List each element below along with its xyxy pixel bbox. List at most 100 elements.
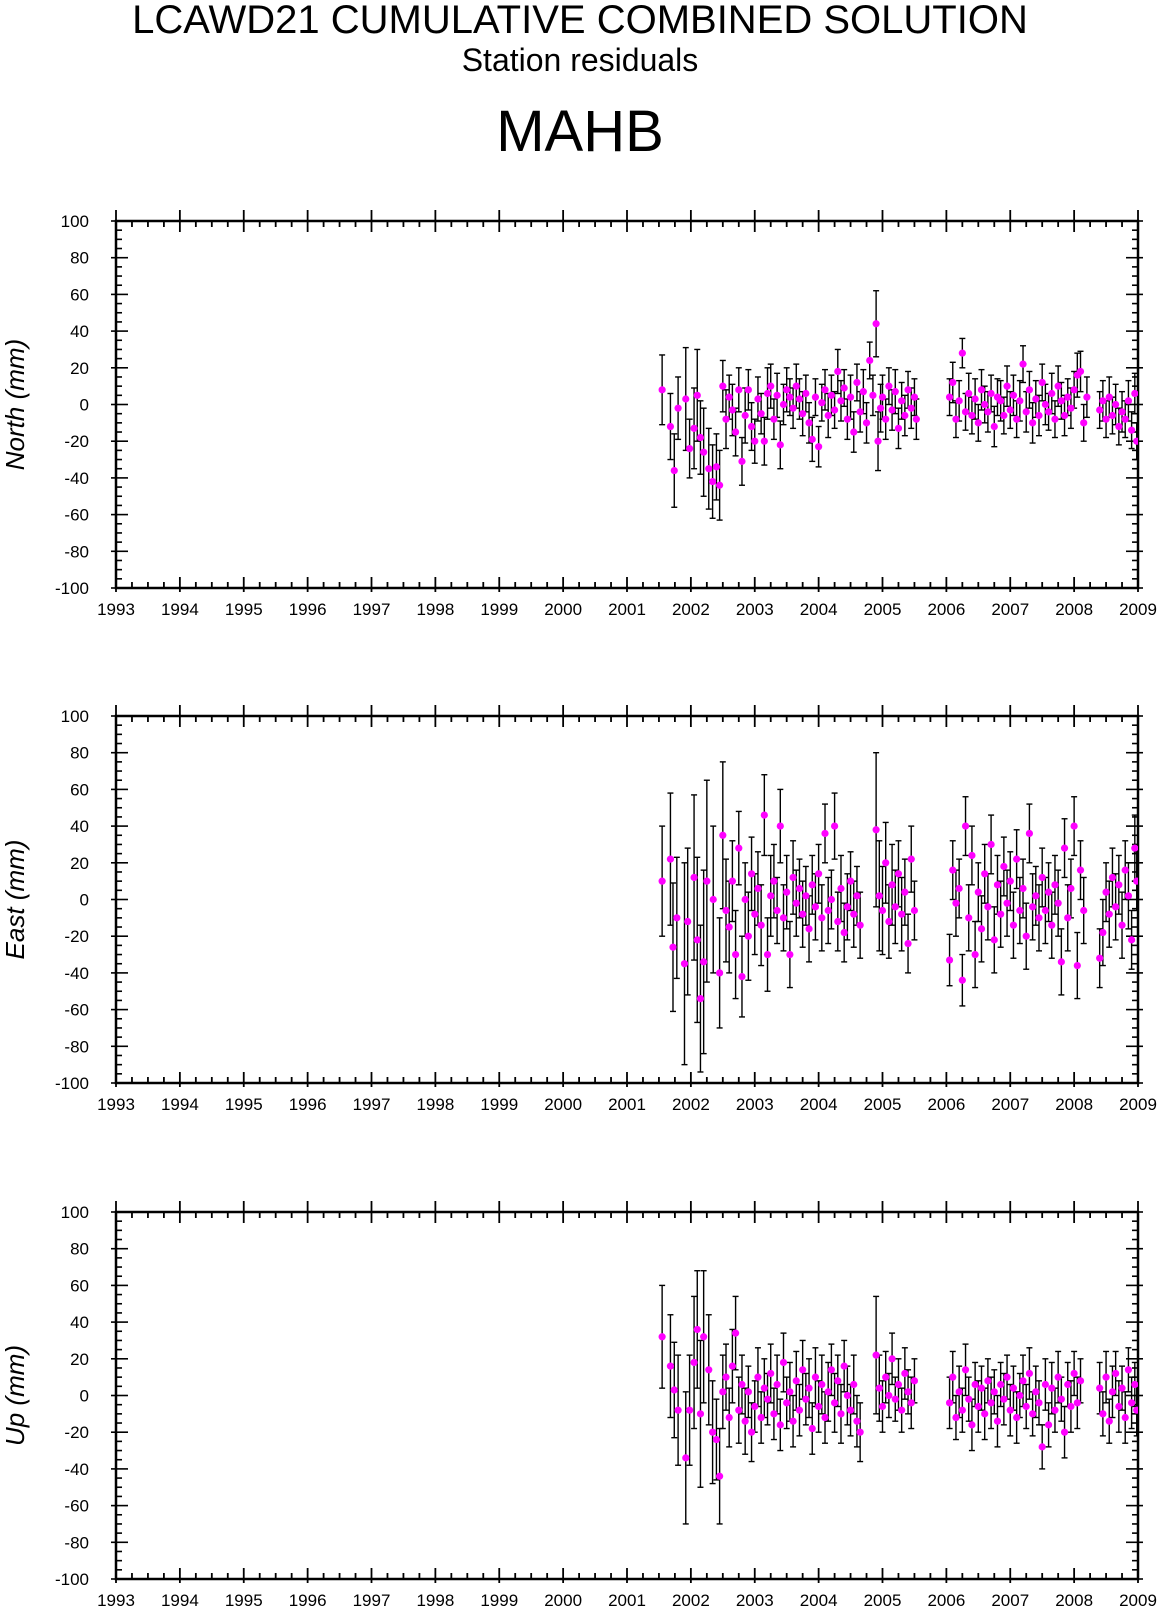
east-x-tick-label: 1993 bbox=[97, 1095, 135, 1114]
north-data-point bbox=[882, 415, 890, 423]
north-data-point bbox=[965, 389, 973, 398]
up-data-point bbox=[997, 1380, 1005, 1389]
east-data-point bbox=[830, 822, 839, 830]
up-data-point bbox=[811, 1373, 820, 1381]
up-data-point bbox=[751, 1402, 759, 1411]
up-data-point bbox=[945, 1399, 954, 1407]
north-data-point bbox=[824, 411, 832, 420]
up-data-point bbox=[958, 1406, 966, 1414]
up-data-point bbox=[1121, 1413, 1129, 1422]
up-data-point bbox=[885, 1391, 893, 1400]
east-data-point bbox=[779, 914, 788, 922]
east-y-tick-label: 100 bbox=[61, 707, 89, 726]
north-data-point bbox=[840, 384, 848, 392]
east-data-point bbox=[945, 956, 954, 964]
up-data-point bbox=[894, 1380, 903, 1389]
east-data-point bbox=[907, 855, 915, 863]
north-data-point bbox=[776, 441, 784, 449]
east-data-point bbox=[853, 892, 861, 900]
east-data-point bbox=[1080, 906, 1088, 915]
up-data-point bbox=[1013, 1413, 1021, 1422]
up-data-point bbox=[965, 1395, 973, 1403]
north-y-tick-label: -80 bbox=[64, 542, 89, 561]
up-y-tick-label: 100 bbox=[61, 1203, 89, 1222]
east-data-point bbox=[1016, 906, 1024, 915]
up-y-tick-label: 20 bbox=[70, 1350, 89, 1369]
up-data-point bbox=[776, 1421, 784, 1429]
east-data-point bbox=[783, 888, 791, 896]
up-data-point bbox=[1118, 1384, 1126, 1392]
north-x-tick-label: 2002 bbox=[672, 600, 710, 619]
north-x-tick-label: 2008 bbox=[1055, 600, 1093, 619]
east-data-point bbox=[1000, 862, 1008, 871]
up-data-point bbox=[993, 1417, 1002, 1425]
north-data-point bbox=[1070, 386, 1078, 394]
up-data-point bbox=[843, 1391, 851, 1400]
north-data-point bbox=[1112, 400, 1120, 409]
east-data-point bbox=[760, 811, 768, 819]
east-data-point bbox=[882, 859, 890, 867]
north-y-tick-label: 80 bbox=[70, 249, 89, 268]
east-data-point bbox=[731, 950, 740, 959]
up-x-tick-label: 1993 bbox=[97, 1591, 135, 1610]
north-data-point bbox=[795, 395, 804, 403]
up-data-point bbox=[987, 1399, 995, 1407]
east-data-point bbox=[843, 903, 851, 911]
up-y-tick-label: -20 bbox=[64, 1423, 89, 1442]
up-series bbox=[658, 1270, 1138, 1525]
north-data-point bbox=[869, 391, 877, 399]
east-data-point bbox=[1115, 881, 1123, 889]
up-x-tick-label: 2009 bbox=[1119, 1591, 1157, 1610]
north-data-point bbox=[1099, 397, 1107, 405]
north-data-point bbox=[722, 415, 730, 423]
east-data-point bbox=[680, 960, 689, 968]
up-x-tick-label: 2000 bbox=[544, 1591, 582, 1610]
east-data-point bbox=[795, 884, 804, 893]
east-data-point bbox=[786, 950, 794, 959]
north-data-point bbox=[949, 378, 957, 387]
up-data-point bbox=[786, 1388, 794, 1396]
north-y-tick-label: 60 bbox=[70, 285, 89, 304]
east-data-point bbox=[981, 870, 989, 878]
east-data-point bbox=[904, 939, 912, 948]
up-x-tick-label: 2001 bbox=[608, 1591, 646, 1610]
up-y-tick-label: -80 bbox=[64, 1533, 89, 1552]
up-data-point bbox=[1102, 1373, 1110, 1381]
east-data-point bbox=[821, 829, 829, 838]
north-data-point bbox=[805, 419, 813, 427]
east-data-point bbox=[802, 892, 810, 900]
east-data-point bbox=[952, 899, 960, 907]
east-data-point bbox=[1128, 936, 1136, 944]
north-x-tick-label: 2007 bbox=[991, 600, 1029, 619]
up-y-axis-label: Up (mm) bbox=[0, 1345, 30, 1446]
up-data-point bbox=[1099, 1410, 1107, 1418]
up-data-point bbox=[901, 1369, 909, 1378]
east-data-point bbox=[1003, 899, 1011, 907]
up-x-tick-label: 1997 bbox=[353, 1591, 391, 1610]
east-x-tick-label: 2003 bbox=[736, 1095, 774, 1114]
up-data-point bbox=[888, 1355, 896, 1363]
north-data-point bbox=[658, 386, 666, 394]
north-y-axis-label: North (mm) bbox=[0, 339, 30, 470]
east-data-point bbox=[1073, 961, 1081, 970]
up-y-tick-label: -60 bbox=[64, 1497, 89, 1516]
up-data-point bbox=[696, 1410, 705, 1418]
up-data-point bbox=[1032, 1388, 1040, 1396]
up-data-point bbox=[875, 1384, 883, 1392]
east-data-point bbox=[834, 917, 842, 926]
up-data-point bbox=[821, 1413, 829, 1422]
north-data-point bbox=[696, 433, 705, 442]
east-data-point bbox=[751, 910, 759, 918]
chart-title: LCAWD21 CUMULATIVE COMBINED SOLUTION bbox=[132, 0, 1028, 42]
up-data-point bbox=[977, 1384, 986, 1392]
east-x-tick-label: 2008 bbox=[1055, 1095, 1093, 1114]
east-data-point bbox=[690, 873, 698, 882]
north-data-point bbox=[1013, 415, 1021, 423]
east-x-axis: 1993 1994 1995 1996 1997 1998 1999 2000 2001 2002… bbox=[97, 705, 1157, 1114]
east-data-point bbox=[891, 903, 899, 911]
north-data-point bbox=[815, 443, 823, 451]
north-data-point bbox=[735, 386, 743, 394]
up-data-point bbox=[846, 1406, 855, 1414]
up-data-point bbox=[872, 1351, 880, 1359]
